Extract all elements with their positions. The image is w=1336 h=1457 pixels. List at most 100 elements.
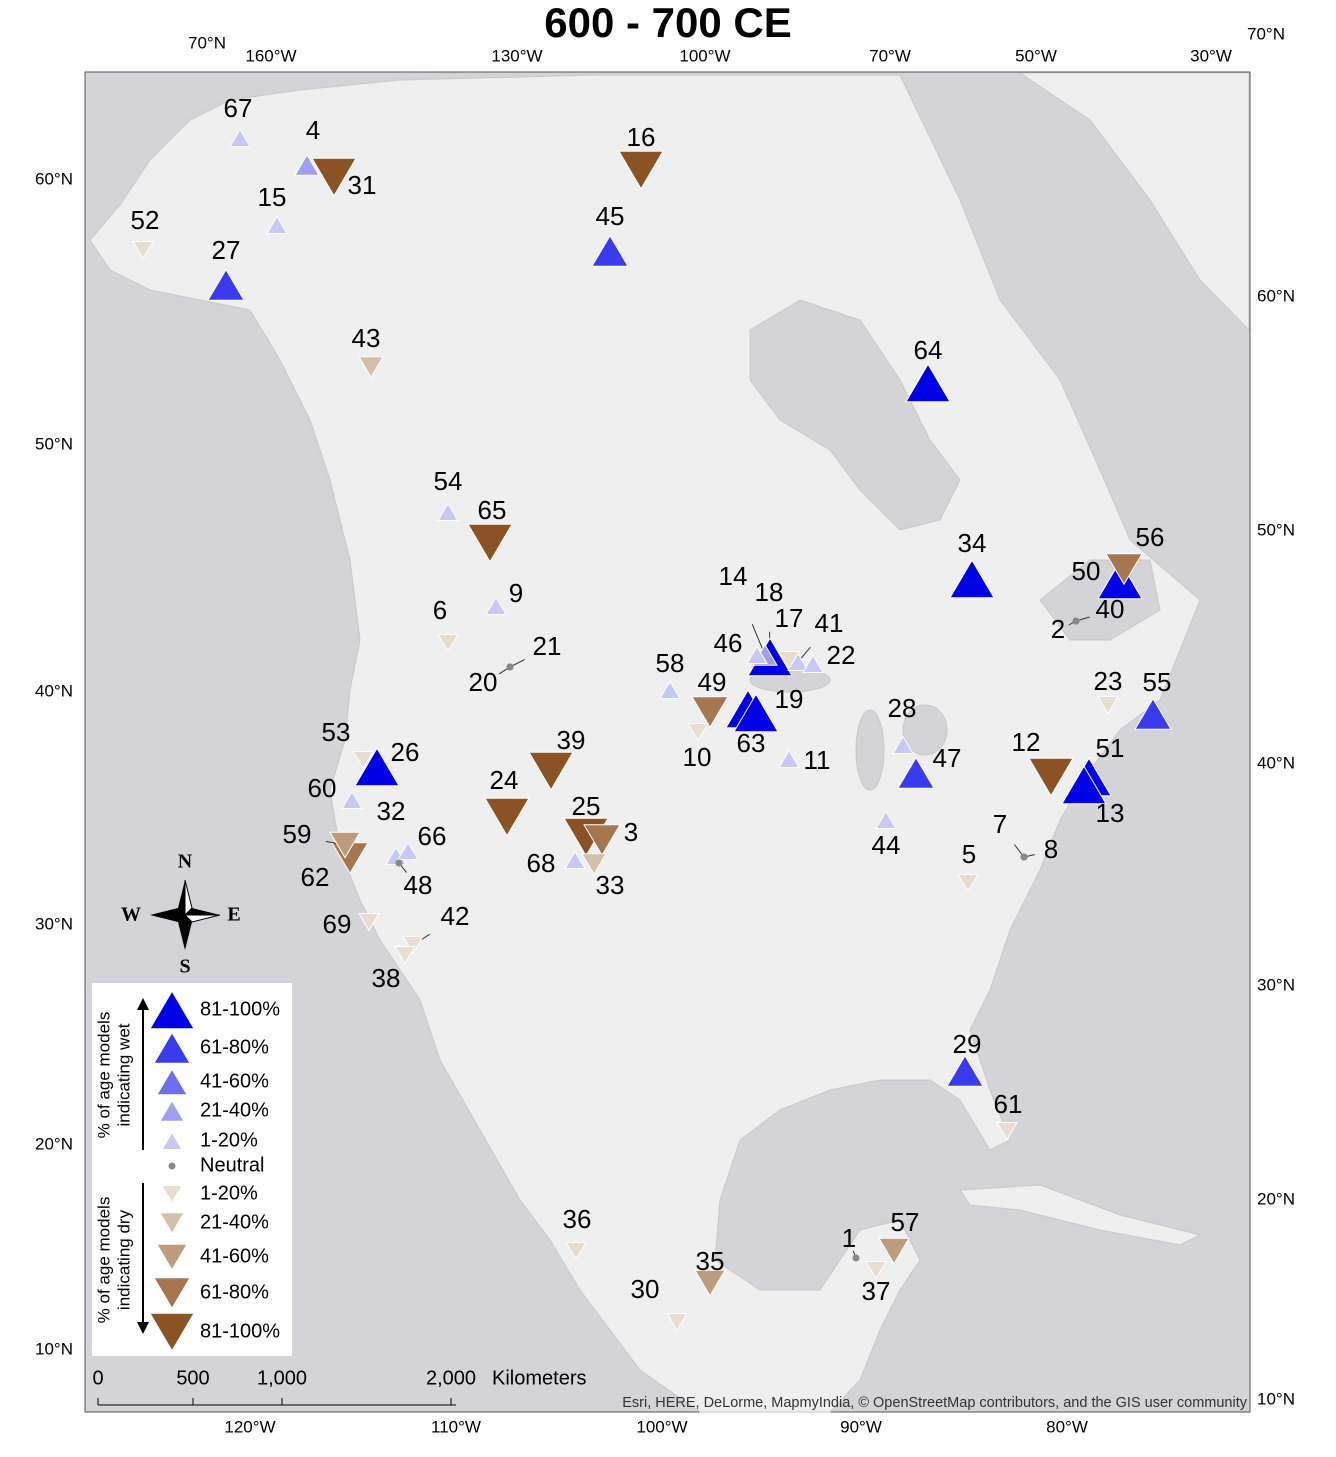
site-marker <box>484 797 530 837</box>
graticule-label: 50°N <box>35 434 73 453</box>
site-marker <box>694 1269 726 1297</box>
site-marker <box>358 356 384 379</box>
scale-unit: Kilometers <box>492 1367 586 1389</box>
graticule-label: 40°N <box>1257 753 1295 772</box>
site-label: 21 <box>533 631 562 661</box>
site-label: 58 <box>656 648 685 678</box>
legend-marker <box>149 990 195 1030</box>
site-label: 38 <box>372 963 401 993</box>
site-label: 36 <box>563 1204 592 1234</box>
site-label: 7 <box>993 809 1007 839</box>
site-label: 28 <box>888 693 917 723</box>
site-label: 66 <box>418 821 447 851</box>
site-label: 40 <box>1096 594 1125 624</box>
legend-label: 81-100% <box>200 998 280 1020</box>
site-label: 15 <box>258 182 287 212</box>
site-label: 31 <box>348 170 377 200</box>
site-marker <box>591 234 629 267</box>
site-marker <box>437 634 459 653</box>
site-label: 30 <box>631 1274 660 1304</box>
legend-axis-title: % of age models <box>94 1012 113 1139</box>
site-marker <box>1097 696 1119 715</box>
site-marker <box>691 696 729 729</box>
site-marker <box>905 363 951 403</box>
legend-label: 1-20% <box>200 1129 258 1151</box>
hudson-bay <box>749 299 961 531</box>
site-marker <box>957 874 979 893</box>
site-label: 53 <box>322 717 351 747</box>
site-marker <box>394 946 416 965</box>
attribution: Esri, HERE, DeLorme, MapmyIndia, © OpenS… <box>622 1395 1248 1411</box>
site-marker <box>132 241 154 260</box>
graticule-label: 160°W <box>245 46 296 65</box>
site-marker <box>467 523 513 563</box>
site-label: 33 <box>596 870 625 900</box>
graticule-label: 30°N <box>35 914 73 933</box>
legend-marker <box>159 1212 185 1235</box>
graticule-label: 80°W <box>1046 1417 1088 1436</box>
north-america <box>89 74 1201 1413</box>
site-label: 46 <box>714 628 743 658</box>
site-label: 18 <box>755 577 784 607</box>
legend-axis-title: indicating dry <box>114 1209 133 1310</box>
legend-axis-title: indicating wet <box>114 1023 133 1126</box>
site-marker <box>946 1054 984 1087</box>
compass: N E S W <box>121 851 241 978</box>
graticule-label: 70°N <box>1247 24 1285 43</box>
site-marker <box>787 652 809 671</box>
site-label: 43 <box>352 323 381 353</box>
site-label: 4 <box>306 115 320 145</box>
scale-label: 1,000 <box>257 1367 307 1389</box>
site-label: 52 <box>131 205 160 235</box>
site-label: 47 <box>933 743 962 773</box>
site-label: 3 <box>624 817 638 847</box>
compass-letter: S <box>179 956 190 978</box>
legend-marker <box>156 1243 188 1271</box>
site-marker <box>341 790 363 809</box>
site-marker <box>395 859 403 867</box>
site-label: 12 <box>1012 727 1041 757</box>
site-label: 55 <box>1143 667 1172 697</box>
site-marker <box>354 747 400 787</box>
site-marker <box>875 810 897 829</box>
greenland <box>1018 72 1250 332</box>
site-label: 57 <box>891 1207 920 1237</box>
site-label: 45 <box>596 201 625 231</box>
site-label: 65 <box>478 495 507 525</box>
legend-label: 21-40% <box>200 1211 269 1233</box>
site-label: 2 <box>1051 614 1065 644</box>
site-label: 37 <box>862 1276 891 1306</box>
site-label: 17 <box>775 603 804 633</box>
legend-box <box>92 983 292 1356</box>
site-marker <box>437 502 459 521</box>
scale-bar: 0 500 1,000 2,000 Kilometers <box>92 1367 586 1406</box>
site-label: 14 <box>719 561 748 591</box>
site-label: 41 <box>815 608 844 638</box>
site-marker <box>892 735 914 754</box>
site-marker <box>897 756 935 789</box>
site-label: 1 <box>842 1223 856 1253</box>
site-marker <box>802 654 824 673</box>
legend-label: 1-20% <box>200 1182 258 1204</box>
site-label: 11 <box>804 745 831 775</box>
compass-letter: W <box>121 904 141 926</box>
site-label: 6 <box>433 595 447 625</box>
site-marker <box>1061 765 1107 805</box>
graticule-label: 30°N <box>1257 975 1295 994</box>
map-title: 600 - 700 CE <box>544 0 792 46</box>
site-label: 27 <box>212 235 241 265</box>
site-label: 42 <box>441 901 470 931</box>
site-label: 39 <box>557 725 586 755</box>
site-label: 24 <box>490 765 519 795</box>
legend-label: 41-60% <box>200 1245 269 1267</box>
site-label: 67 <box>224 93 253 123</box>
site-label: 68 <box>527 848 556 878</box>
site-label: 69 <box>323 909 352 939</box>
lake-huron <box>902 704 948 756</box>
legend-marker <box>161 1185 183 1204</box>
site-label: 48 <box>404 870 433 900</box>
site-marker <box>865 1261 887 1280</box>
